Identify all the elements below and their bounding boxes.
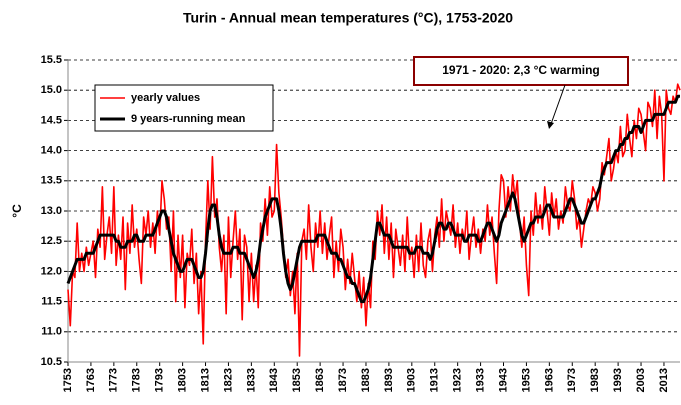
- legend-box: [94, 84, 274, 132]
- x-tick-label: 1813: [199, 368, 211, 392]
- y-tick-label: 12.5: [41, 235, 62, 247]
- x-tick-label: 1873: [337, 368, 349, 392]
- x-tick-label: 1903: [406, 368, 418, 392]
- x-tick-label: 1913: [429, 368, 441, 392]
- x-tick-label: 1783: [131, 368, 143, 392]
- x-tick-label: 2003: [635, 368, 647, 392]
- x-tick-label: 1843: [268, 368, 280, 392]
- annotation: 1971 - 2020: 2,3 °C warming: [442, 63, 600, 77]
- annotation-arrow: [550, 84, 566, 125]
- x-tick-label: 1763: [85, 368, 97, 392]
- y-tick-label: 13.5: [41, 175, 62, 187]
- x-tick-label: 1883: [360, 368, 372, 392]
- overlay: 1971 - 2020: 2,3 °C warming: [413, 56, 629, 129]
- legend: yearly values 9 years-running mean: [94, 84, 274, 132]
- y-tick-label: 15.0: [41, 84, 62, 96]
- x-tick-label: 1793: [154, 368, 166, 392]
- x-tick-label: 1963: [543, 368, 555, 392]
- x-tick-label: 1993: [612, 368, 624, 392]
- y-tick-label: 14.5: [41, 114, 62, 126]
- chart-title: Turin - Annual mean temperatures (°C), 1…: [183, 10, 513, 26]
- y-tick-label: 14.0: [41, 145, 62, 157]
- x-tick-label: 1773: [108, 368, 120, 392]
- x-tick-label: 1893: [383, 368, 395, 392]
- x-tick-label: 1943: [497, 368, 509, 392]
- annotation-box: [413, 56, 629, 86]
- x-tick-label: 1923: [452, 368, 464, 392]
- x-tick-label: 1803: [177, 368, 189, 392]
- x-tick-label: 1983: [589, 368, 601, 392]
- x-tick-label: 1823: [222, 368, 234, 392]
- x-tick-label: 1933: [474, 368, 486, 392]
- y-tick-label: 12.0: [41, 265, 62, 277]
- x-tick-label: 1833: [245, 368, 257, 392]
- y-tick-label: 11.0: [41, 326, 62, 338]
- y-tick-label: 13.0: [41, 205, 62, 217]
- plot: [66, 83, 681, 357]
- series-line: [66, 94, 680, 304]
- x-tick-label: 1753: [62, 368, 74, 392]
- x-tick-label: 1853: [291, 368, 303, 392]
- y-tick-label: 10.5: [41, 356, 62, 368]
- legend-label: yearly values: [131, 92, 200, 104]
- x-tick-label: 1863: [314, 368, 326, 392]
- legend-label: 9 years-running mean: [131, 113, 246, 125]
- x-tick-label: 1973: [566, 368, 578, 392]
- y-axis-label: °C: [10, 204, 24, 218]
- y-tick-label: 15.5: [41, 54, 62, 66]
- arrow-head: [547, 121, 554, 129]
- x-tick-label: 1953: [520, 368, 532, 392]
- x-tick-label: 2013: [658, 368, 670, 392]
- y-tick-label: 11.5: [41, 296, 62, 308]
